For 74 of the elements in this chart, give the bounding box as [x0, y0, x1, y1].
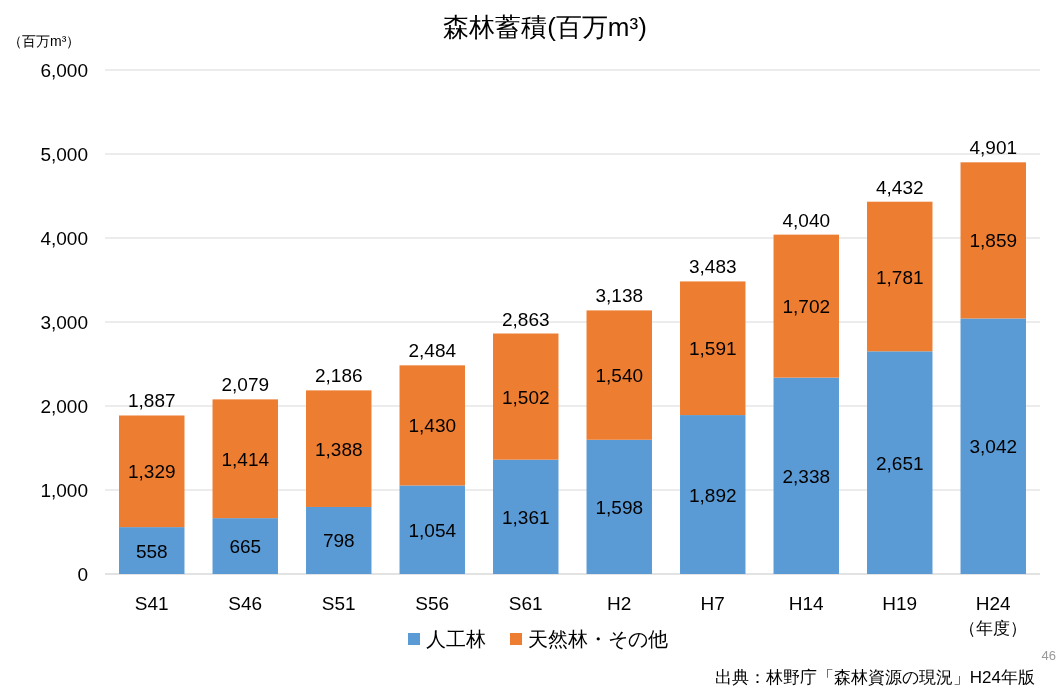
- y-tick-label: 3,000: [40, 312, 88, 333]
- y-axis-title: （百万m³）: [8, 33, 81, 49]
- total-label: 4,040: [782, 209, 831, 231]
- total-label: 2,079: [221, 374, 270, 396]
- data-label: 1,414: [221, 448, 270, 470]
- bar: [960, 318, 1026, 574]
- x-tick-label: H7: [700, 593, 725, 614]
- data-label: 1,388: [314, 438, 363, 460]
- data-label: 558: [135, 540, 168, 562]
- data-label: 1,361: [501, 506, 550, 528]
- data-label: 1,781: [875, 266, 924, 288]
- bar: [680, 415, 746, 574]
- data-label: 1,591: [688, 338, 737, 360]
- y-tick-label: 4,000: [40, 228, 88, 249]
- data-label: 665: [229, 536, 262, 558]
- bar: [306, 390, 372, 507]
- y-tick-label: 0: [77, 564, 88, 585]
- bar: [867, 351, 933, 574]
- y-tick-label: 1,000: [40, 480, 88, 501]
- total-label: 2,484: [408, 340, 457, 362]
- data-label: 3,042: [969, 436, 1018, 458]
- data-label: 1,054: [408, 519, 457, 541]
- bar: [119, 415, 185, 528]
- bar: [306, 506, 372, 574]
- bar: [399, 485, 465, 574]
- chart-title: 森林蓄積(百万m³): [443, 12, 647, 42]
- total-label: 2,863: [501, 308, 550, 330]
- x-tick-label: S46: [228, 593, 263, 614]
- data-label: 1,598: [595, 496, 644, 518]
- x-tick-label: H19: [882, 593, 918, 614]
- x-axis-title: （年度）: [959, 619, 1028, 638]
- total-label: 3,483: [688, 256, 737, 278]
- legend-label: 人工林: [426, 628, 486, 650]
- bar: [212, 399, 278, 519]
- data-label: 1,892: [688, 484, 737, 506]
- data-label: 1,540: [595, 365, 644, 387]
- x-tick-label: H24: [975, 593, 1012, 614]
- x-tick-label: H14: [788, 593, 825, 614]
- bar: [586, 310, 652, 440]
- data-label: 1,502: [501, 386, 550, 408]
- total-label: 2,186: [314, 365, 363, 387]
- x-tick-label: S56: [415, 593, 450, 614]
- source-note: 出典：林野庁「森林資源の現況」H24年版: [714, 668, 1035, 687]
- bar: [493, 459, 559, 574]
- text: 46: [1041, 648, 1056, 663]
- y-tick-label: 2,000: [40, 396, 88, 417]
- y-tick-label: 6,000: [40, 60, 88, 81]
- data-label: 798: [322, 530, 355, 552]
- x-tick-label: S51: [321, 593, 356, 614]
- bar: [773, 377, 839, 574]
- data-label: 2,338: [782, 465, 831, 487]
- total-label: 4,432: [875, 176, 924, 198]
- data-label: 1,702: [782, 296, 831, 318]
- y-tick-label: 5,000: [40, 144, 88, 165]
- bar: [119, 527, 185, 574]
- data-label: 1,430: [408, 415, 457, 437]
- total-label: 1,887: [127, 390, 176, 412]
- data-label: 1,859: [969, 230, 1018, 252]
- x-tick-label: S61: [508, 593, 543, 614]
- data-label: 2,651: [875, 452, 924, 474]
- bar: [212, 518, 278, 574]
- bar: [493, 333, 559, 460]
- bar: [960, 162, 1026, 319]
- x-tick-label: S41: [134, 593, 169, 614]
- bar: [773, 234, 839, 378]
- bar: [586, 439, 652, 574]
- legend-label: 天然林・その他: [528, 628, 668, 650]
- x-tick-label: H2: [607, 593, 632, 614]
- total-label: 3,138: [595, 285, 644, 307]
- bar: [867, 201, 933, 352]
- data-label: 1,329: [127, 461, 176, 483]
- bar: [399, 365, 465, 486]
- bar: [680, 281, 746, 416]
- total-label: 4,901: [969, 137, 1018, 159]
